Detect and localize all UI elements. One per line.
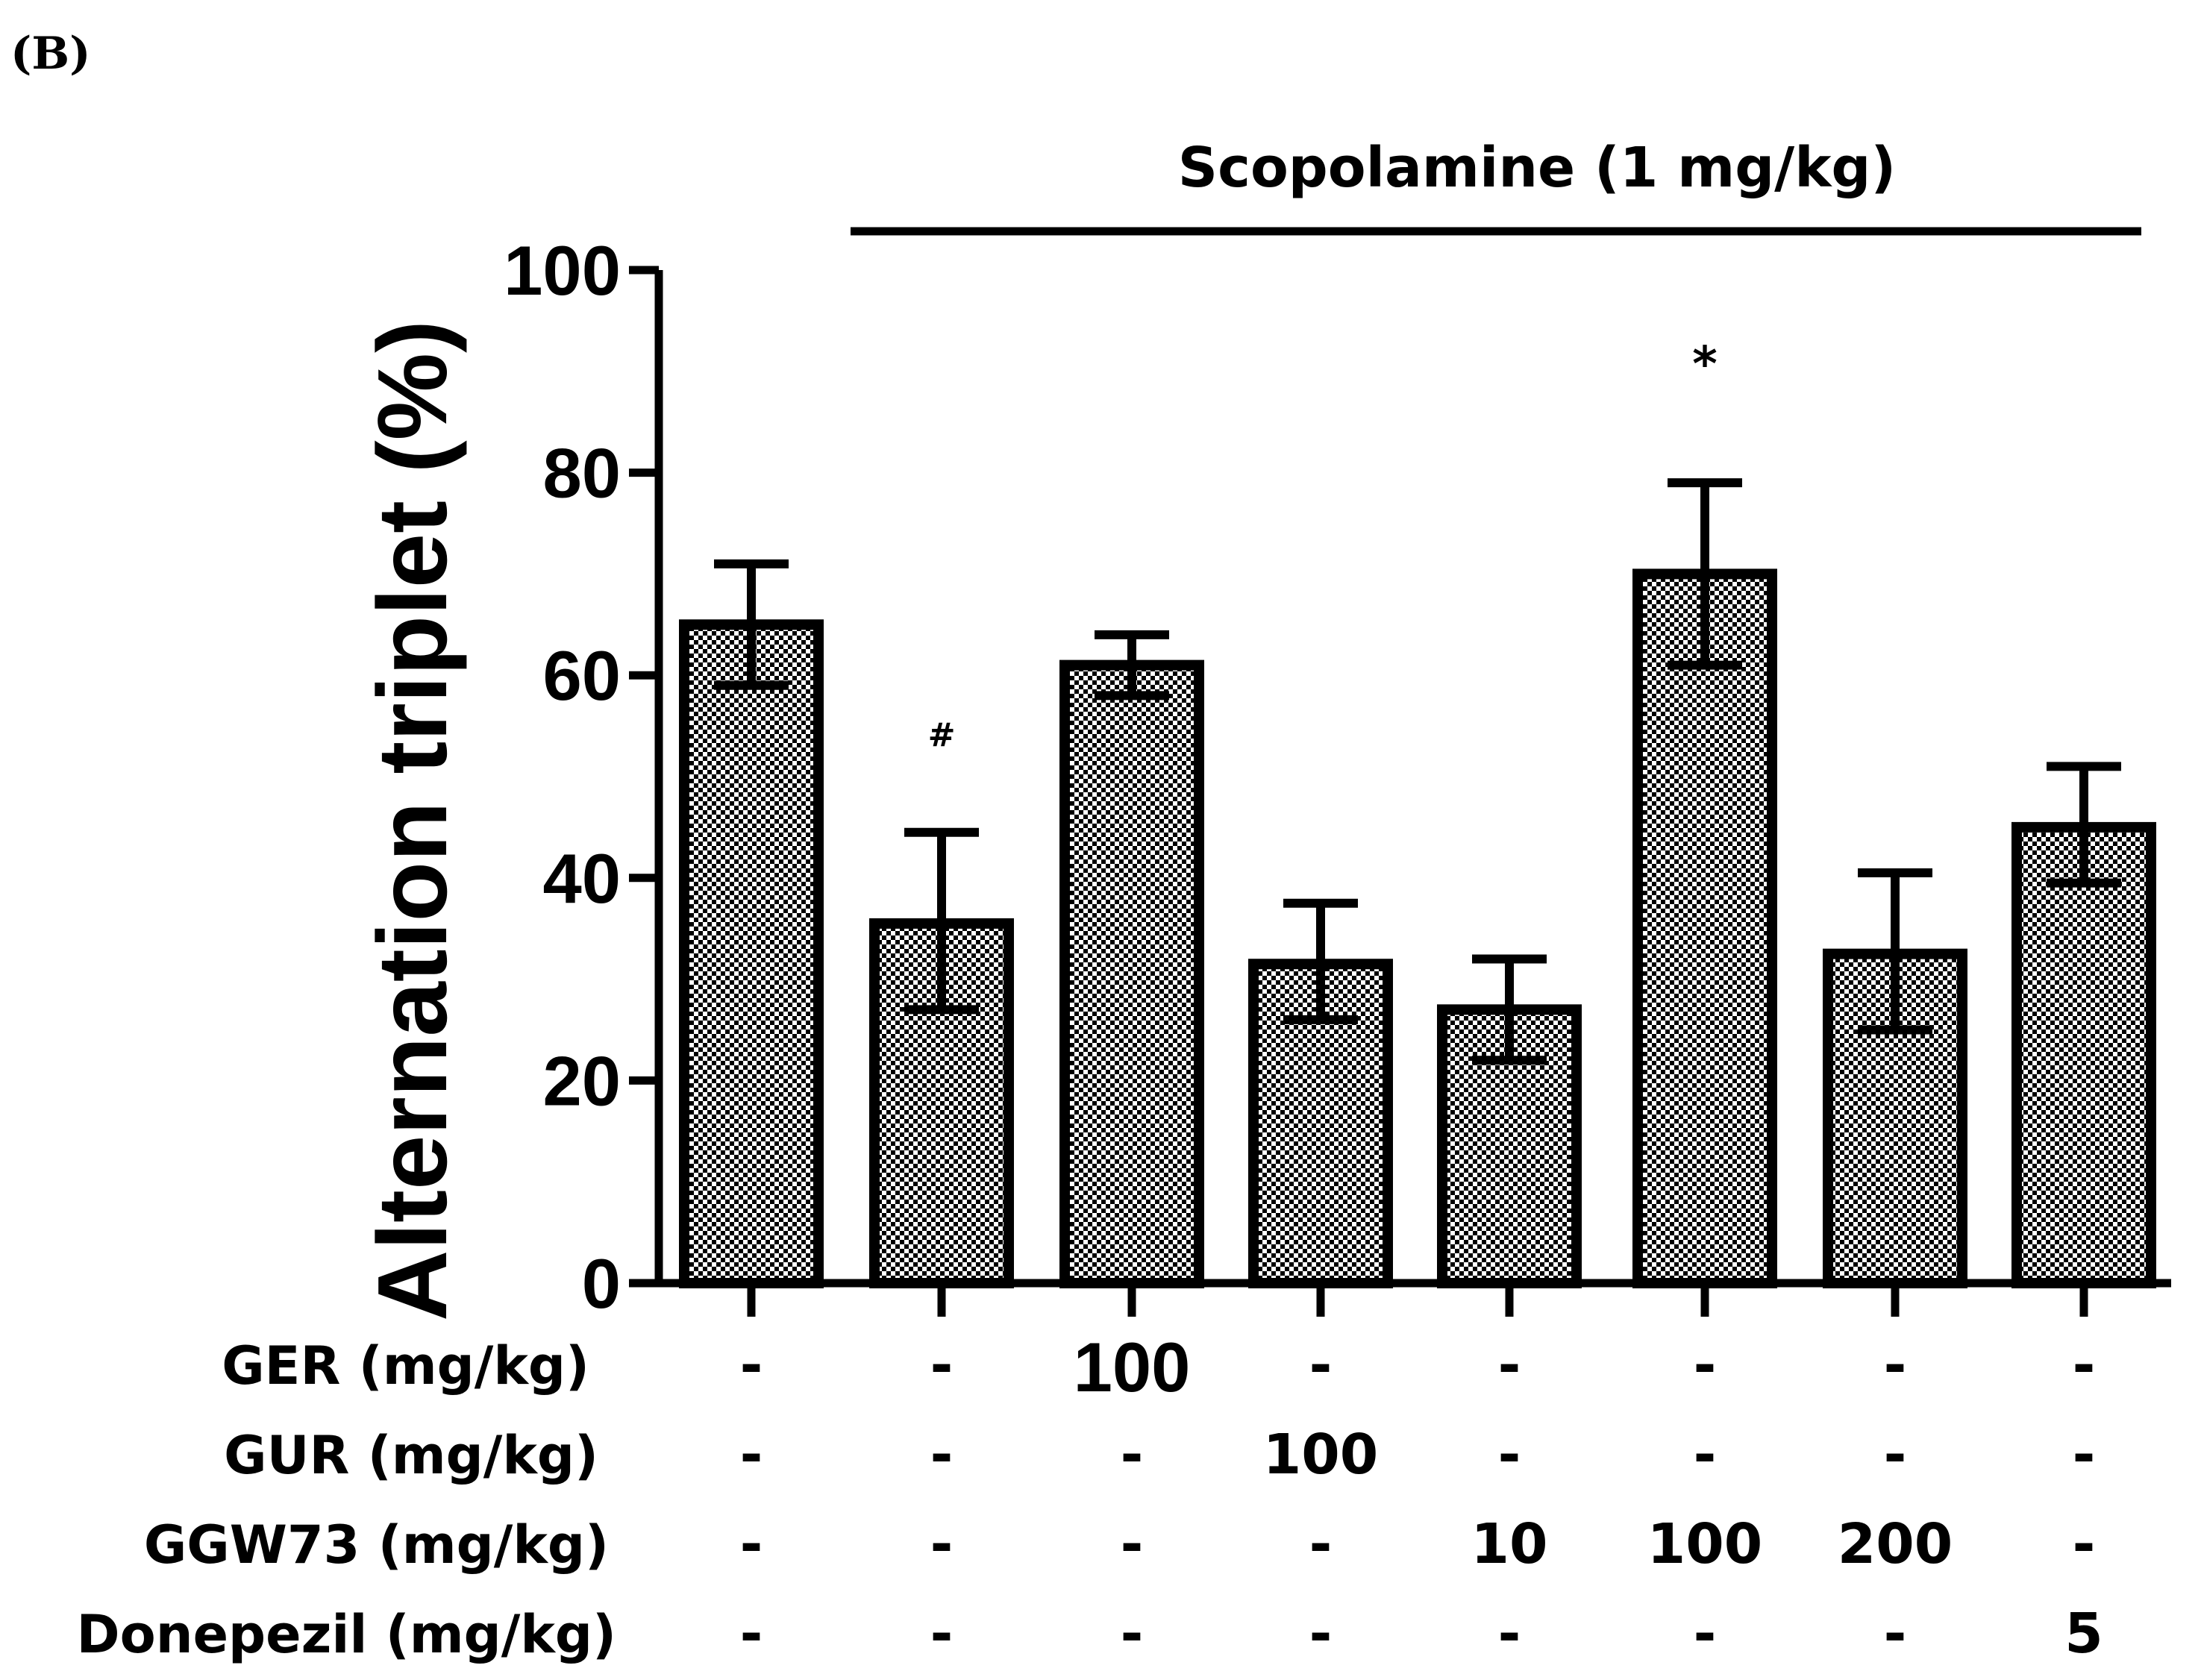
- bar: [2011, 821, 2156, 1288]
- panel-label: (B): [10, 28, 91, 80]
- treatment-cell-dash: -: [1309, 1512, 1333, 1576]
- y-tick-label: 20: [542, 1041, 621, 1120]
- treatment-cell-dash: -: [740, 1423, 763, 1487]
- treatment-cell-dash: -: [1498, 1423, 1521, 1487]
- y-tick-label: 100: [504, 231, 621, 310]
- treatment-cell-dash: -: [740, 1602, 763, 1666]
- treatment-cell-dash: -: [930, 1423, 954, 1487]
- treatment-cell-dash: -: [740, 1333, 763, 1397]
- y-tick-label: 80: [542, 434, 621, 513]
- treatment-row-label: GUR (mg/kg): [224, 1425, 598, 1486]
- y-axis-label: Alternation triplet (%): [357, 320, 467, 1321]
- significance-star-marker: *: [1692, 337, 1717, 392]
- treatment-cell-dash: -: [2073, 1333, 2096, 1397]
- bar: [679, 619, 824, 1288]
- treatment-cell-dash: -: [2073, 1423, 2096, 1487]
- significance-markers: #*: [928, 337, 1718, 754]
- treatment-cell-dash: -: [1694, 1333, 1717, 1397]
- treatment-cell-dash: -: [1309, 1602, 1333, 1666]
- treatment-cell-dash: -: [1498, 1333, 1521, 1397]
- treatment-cell-dash: -: [1694, 1602, 1717, 1666]
- treatment-cell-dose: 5: [2064, 1602, 2103, 1666]
- error-bars-group: [714, 478, 2121, 1065]
- treatment-cell-dash: -: [1309, 1333, 1333, 1397]
- significance-hash-marker: #: [928, 716, 956, 754]
- treatment-table: GER (mg/kg) - - 100 - - - - - GUR (mg/kg) - - - 100 - -…: [77, 1328, 2103, 1666]
- bar: [1632, 568, 1777, 1288]
- bar: [1059, 659, 1204, 1288]
- treatment-cell-dash: -: [1884, 1423, 1907, 1487]
- treatment-cell-dash: -: [1121, 1423, 1144, 1487]
- treatment-cell-dash: -: [1884, 1602, 1907, 1666]
- treatment-cell-dash: -: [1121, 1512, 1144, 1576]
- x-axis-ticks: [747, 1283, 2088, 1317]
- bars-group: [679, 568, 2156, 1289]
- treatment-cell-dash: -: [930, 1333, 954, 1397]
- y-axis-ticks: 0 20 40 60 80 100: [504, 231, 659, 1323]
- treatment-cell-dose: 10: [1471, 1512, 1548, 1576]
- y-tick-label: 60: [542, 636, 621, 715]
- treatment-cell-dose: 100: [1074, 1328, 1191, 1406]
- treatment-cell-dash: -: [1694, 1423, 1717, 1487]
- treatment-cell-dose: 200: [1838, 1512, 1953, 1576]
- treatment-cell-dash: -: [2073, 1512, 2096, 1576]
- treatment-cell-dash: -: [930, 1602, 954, 1666]
- treatment-cell-dash: -: [740, 1512, 763, 1576]
- treatment-cell-dash: -: [1884, 1333, 1907, 1397]
- treatment-row-label: GER (mg/kg): [222, 1335, 589, 1397]
- y-tick-label: 0: [582, 1244, 621, 1323]
- scopolamine-label: Scopolamine (1 mg/kg): [1178, 136, 1896, 200]
- treatment-row-label: GGW73 (mg/kg): [144, 1514, 609, 1576]
- treatment-cell-dose: 100: [1263, 1423, 1378, 1487]
- treatment-cell-dash: -: [1498, 1602, 1521, 1666]
- treatment-cell-dose: 100: [1647, 1512, 1762, 1576]
- treatment-cell-dash: -: [1121, 1602, 1144, 1666]
- treatment-cell-dash: -: [930, 1512, 954, 1576]
- y-tick-label: 40: [542, 839, 621, 918]
- treatment-row-label: Donepezil (mg/kg): [77, 1604, 616, 1665]
